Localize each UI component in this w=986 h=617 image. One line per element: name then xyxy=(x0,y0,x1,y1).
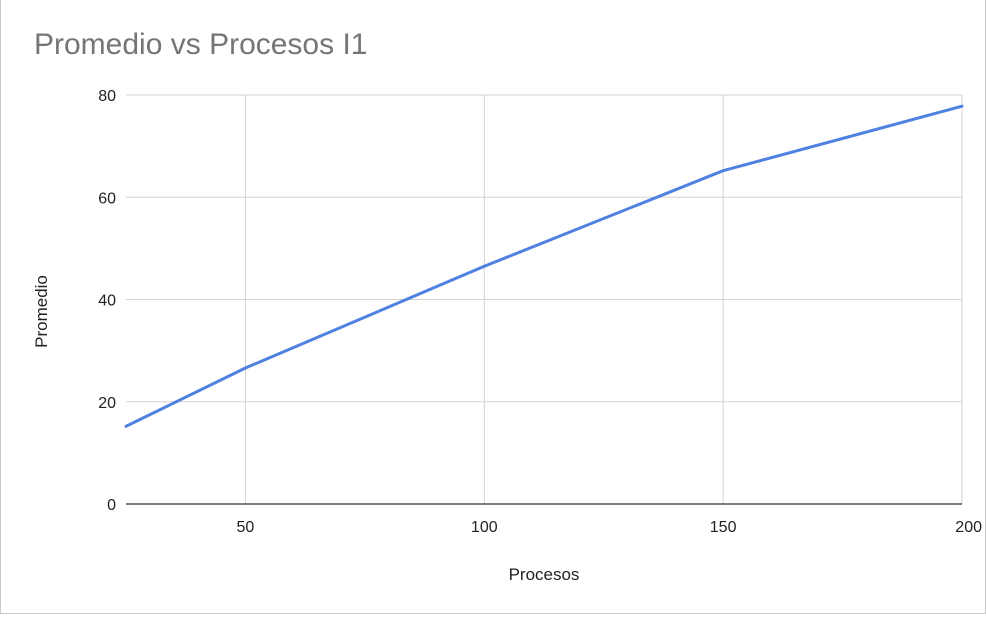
x-axis-title: Procesos xyxy=(509,565,580,584)
labels: Procesos Promedio 0 20 40 60 80 50 100 150 200 xyxy=(32,88,982,584)
y-tick-label: 60 xyxy=(98,190,116,207)
y-tick-label: 0 xyxy=(107,497,116,514)
grid xyxy=(126,94,963,504)
x-tick-label: 100 xyxy=(471,519,498,536)
series-layer xyxy=(124,104,964,428)
y-tick-label: 80 xyxy=(98,88,116,105)
chart-title: Promedio vs Procesos I1 xyxy=(34,28,368,61)
x-tick-label: 50 xyxy=(237,519,255,536)
series-line xyxy=(124,104,964,428)
y-tick-label: 40 xyxy=(98,293,116,310)
y-axis-title: Promedio xyxy=(32,275,51,348)
x-tick-label: 200 xyxy=(955,519,982,536)
y-tick-label: 20 xyxy=(98,395,116,412)
x-tick-label: 150 xyxy=(710,519,737,536)
